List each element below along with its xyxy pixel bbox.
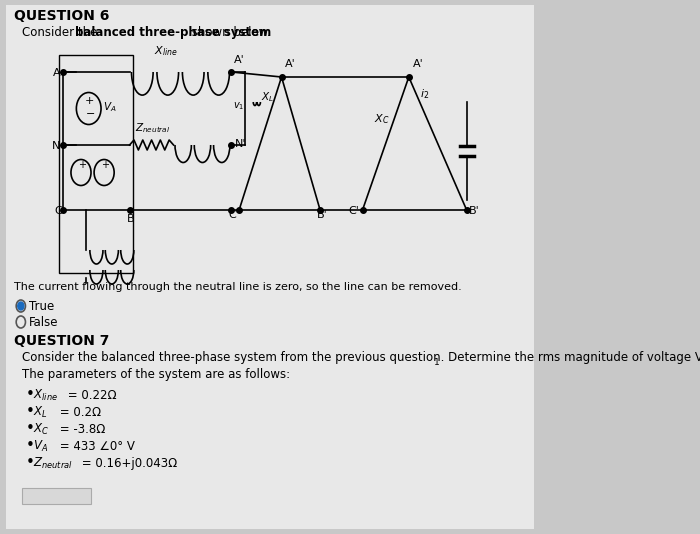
Text: •: • [25, 387, 34, 402]
Text: QUESTION 7: QUESTION 7 [14, 334, 109, 348]
Text: +: + [101, 161, 109, 170]
Text: +: + [78, 161, 86, 170]
Text: $V_A$: $V_A$ [33, 439, 48, 454]
Text: •: • [25, 438, 34, 453]
Text: = 0.16+j0.043Ω: = 0.16+j0.043Ω [78, 457, 177, 470]
FancyBboxPatch shape [22, 488, 91, 504]
Text: −: − [85, 108, 95, 119]
Text: $i_2$: $i_2$ [421, 87, 430, 101]
Text: $X_L$: $X_L$ [33, 405, 48, 420]
Text: C': C' [228, 210, 239, 220]
Text: balanced three-phase system: balanced three-phase system [75, 26, 271, 39]
Text: A': A' [285, 59, 295, 69]
Text: Consider the balanced three-phase system from the previous question. Determine t: Consider the balanced three-phase system… [22, 351, 700, 364]
Text: $X_L$: $X_L$ [260, 90, 274, 104]
Text: B: B [127, 214, 134, 224]
Text: N: N [52, 141, 60, 151]
Text: B': B' [469, 206, 480, 216]
Text: = -3.8Ω: = -3.8Ω [56, 423, 106, 436]
Text: +: + [85, 96, 95, 106]
Text: •: • [25, 421, 34, 436]
Text: $v_1$: $v_1$ [233, 100, 244, 112]
Text: $X_C$: $X_C$ [33, 422, 50, 437]
Text: $Z_{neutral}$: $Z_{neutral}$ [33, 456, 73, 471]
Text: = 0.2Ω: = 0.2Ω [56, 406, 102, 419]
Text: B': B' [317, 210, 328, 220]
Text: = 433 ∠0° V: = 433 ∠0° V [56, 440, 135, 453]
Text: N': N' [235, 139, 247, 149]
Text: $X_{line}$: $X_{line}$ [33, 388, 58, 403]
Text: QUESTION 6: QUESTION 6 [14, 9, 109, 23]
Text: Consider the: Consider the [22, 26, 101, 39]
Text: False: False [29, 316, 58, 329]
Text: A: A [53, 68, 61, 78]
Text: A': A' [413, 59, 424, 69]
Text: $Z_{neutral}$: $Z_{neutral}$ [135, 121, 170, 135]
Text: •: • [25, 455, 34, 470]
Text: $V_A$: $V_A$ [103, 100, 116, 114]
Text: 1: 1 [433, 358, 439, 367]
Text: shown below.: shown below. [188, 26, 271, 39]
FancyBboxPatch shape [6, 5, 534, 529]
Text: C': C' [349, 206, 360, 216]
Text: The current flowing through the neutral line is zero, so the line can be removed: The current flowing through the neutral … [14, 282, 461, 292]
Text: C: C [54, 206, 62, 216]
Text: A': A' [234, 55, 244, 65]
Circle shape [18, 302, 24, 310]
Text: $X_C$: $X_C$ [374, 112, 390, 126]
Text: $X_{line}$: $X_{line}$ [154, 44, 178, 58]
Text: •: • [25, 404, 34, 419]
Text: = 0.22Ω: = 0.22Ω [64, 389, 117, 402]
Text: The parameters of the system are as follows:: The parameters of the system are as foll… [22, 368, 290, 381]
Text: True: True [29, 300, 54, 313]
